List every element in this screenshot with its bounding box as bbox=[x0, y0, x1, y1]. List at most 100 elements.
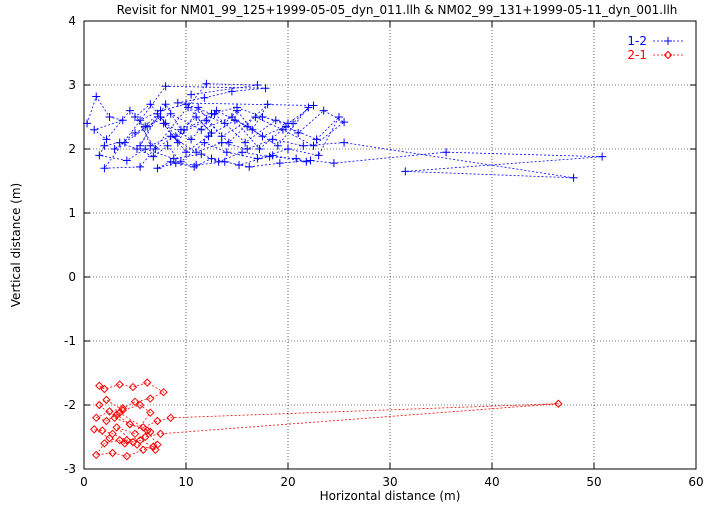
data-point bbox=[319, 106, 328, 115]
data-point bbox=[110, 413, 119, 423]
data-point bbox=[146, 100, 155, 109]
data-point bbox=[182, 148, 190, 157]
data-point bbox=[569, 173, 578, 182]
y-tick-label: 1 bbox=[68, 206, 76, 220]
data-point bbox=[115, 408, 124, 417]
data-point bbox=[299, 141, 308, 150]
plot-frame bbox=[83, 20, 697, 470]
data-point bbox=[100, 439, 109, 448]
data-point bbox=[146, 394, 155, 403]
y-tick-label: -3 bbox=[64, 462, 76, 476]
data-point bbox=[149, 152, 158, 161]
data-point bbox=[261, 84, 270, 93]
data-point bbox=[312, 135, 321, 144]
data-point bbox=[598, 152, 607, 161]
x-tick-label: 50 bbox=[586, 475, 601, 489]
series-1-2 bbox=[83, 79, 607, 182]
data-point bbox=[202, 79, 211, 88]
data-point bbox=[102, 395, 111, 405]
chart-title: Revisit for NM01_99_125+1999-05-05_dyn_0… bbox=[117, 3, 678, 17]
data-point bbox=[230, 116, 239, 125]
data-point bbox=[241, 138, 250, 147]
series-line bbox=[86, 83, 603, 179]
data-point bbox=[187, 135, 196, 144]
data-point bbox=[220, 157, 229, 166]
data-point bbox=[263, 100, 272, 109]
data-point bbox=[89, 425, 99, 434]
data-point bbox=[122, 451, 132, 461]
data-point bbox=[128, 382, 138, 392]
data-point bbox=[136, 162, 145, 171]
x-tick-label: 30 bbox=[382, 475, 397, 489]
data-point bbox=[153, 440, 162, 449]
data-point bbox=[197, 150, 206, 159]
data-point bbox=[125, 106, 134, 115]
x-axis-label: Horizontal distance (m) bbox=[320, 489, 461, 503]
data-point bbox=[153, 164, 162, 173]
data-point bbox=[83, 119, 92, 128]
data-point bbox=[92, 413, 101, 423]
data-point bbox=[554, 399, 563, 408]
data-point bbox=[130, 397, 140, 407]
y-tick-label: -1 bbox=[64, 334, 76, 348]
data-point bbox=[284, 145, 292, 153]
data-point bbox=[268, 135, 277, 144]
data-point bbox=[100, 141, 109, 150]
data-point bbox=[248, 125, 257, 134]
y-tick-label: 3 bbox=[68, 78, 76, 92]
data-point bbox=[192, 161, 201, 169]
data-point bbox=[442, 148, 451, 157]
data-point bbox=[131, 129, 139, 137]
data-point bbox=[271, 116, 280, 125]
data-point bbox=[108, 448, 117, 458]
data-point bbox=[92, 92, 101, 101]
data-point bbox=[105, 113, 114, 121]
data-point bbox=[202, 116, 211, 125]
data-point bbox=[173, 138, 182, 147]
data-point bbox=[200, 138, 209, 147]
data-point bbox=[292, 154, 301, 163]
data-point bbox=[207, 109, 216, 118]
data-point bbox=[138, 445, 148, 455]
data-point bbox=[309, 141, 318, 150]
data-point bbox=[253, 81, 262, 89]
data-point bbox=[302, 157, 311, 166]
data-point bbox=[235, 161, 244, 169]
data-point bbox=[151, 145, 160, 153]
data-point bbox=[340, 138, 349, 147]
grid bbox=[84, 21, 696, 469]
data-point bbox=[281, 122, 290, 131]
data-point bbox=[233, 103, 241, 112]
y-tick-label: 4 bbox=[68, 14, 76, 28]
data-point bbox=[161, 100, 170, 109]
y-axis-label: Vertical distance (m) bbox=[9, 183, 23, 307]
data-point bbox=[146, 141, 155, 150]
data-point bbox=[200, 93, 209, 102]
data-point bbox=[329, 159, 338, 168]
data-point bbox=[273, 141, 282, 150]
data-point bbox=[171, 159, 180, 168]
y-tick-label: -2 bbox=[64, 398, 76, 412]
data-point bbox=[118, 116, 127, 125]
data-point bbox=[401, 167, 410, 176]
data-point bbox=[304, 103, 313, 112]
data-point bbox=[187, 90, 196, 99]
data-point bbox=[135, 400, 145, 410]
data-point bbox=[197, 125, 206, 134]
data-point bbox=[314, 151, 323, 160]
data-point bbox=[182, 100, 190, 109]
data-point bbox=[217, 138, 226, 147]
data-point bbox=[179, 125, 188, 134]
data-point bbox=[100, 164, 109, 173]
data-point bbox=[140, 432, 150, 442]
data-point bbox=[173, 98, 182, 107]
x-tick-label: 60 bbox=[688, 475, 703, 489]
data-point bbox=[156, 106, 165, 115]
data-point bbox=[110, 145, 119, 153]
data-point bbox=[95, 151, 104, 160]
data-point bbox=[166, 157, 175, 166]
y-tick-label: 2 bbox=[68, 142, 76, 156]
data-point bbox=[153, 416, 162, 426]
data-point bbox=[166, 132, 175, 141]
